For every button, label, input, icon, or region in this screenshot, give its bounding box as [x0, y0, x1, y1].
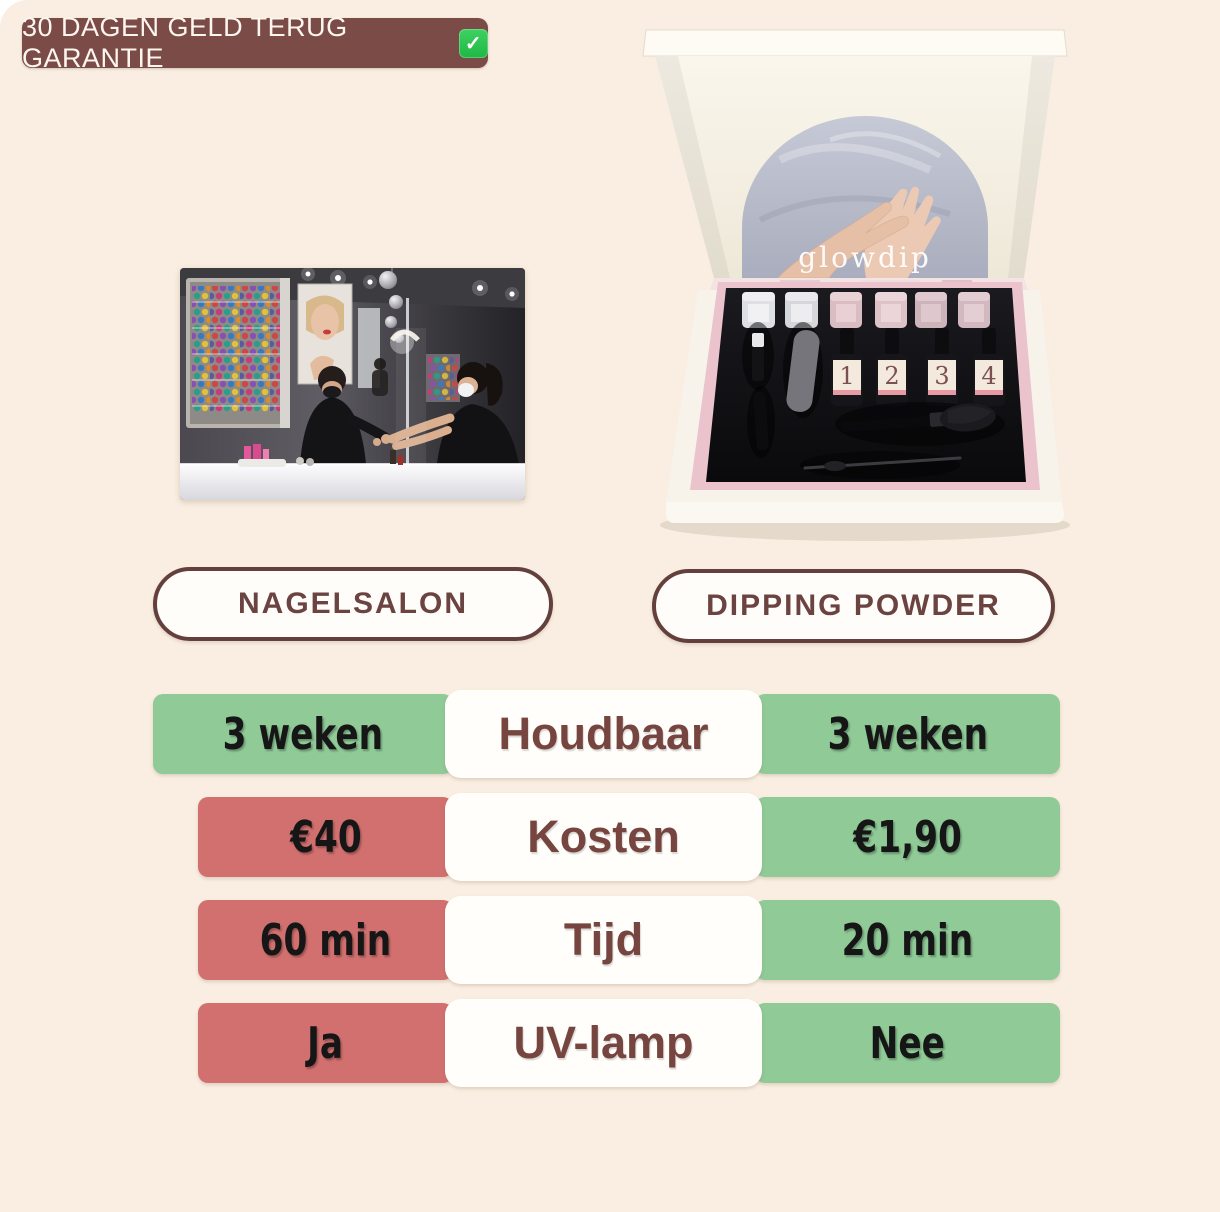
- bottle-2: 2: [876, 328, 908, 406]
- dipping-powder-pill: DIPPING POWDER: [652, 569, 1055, 643]
- hands-artwork: [777, 186, 941, 285]
- svg-text:2: 2: [884, 362, 899, 390]
- bottle-1: 1: [831, 328, 863, 406]
- bottle-3: 3: [926, 328, 958, 406]
- table-row-uvlamp-label: UV-lamp: [445, 999, 762, 1087]
- table-items: [238, 444, 403, 467]
- guarantee-badge: 30 DAGEN GELD TERUG GARANTIE ✓: [22, 12, 488, 73]
- dipping-powder-pill-label: DIPPING POWDER: [706, 589, 1001, 622]
- nail-technician: [300, 366, 391, 464]
- nagelsalon-pill-label: NAGELSALON: [238, 587, 468, 620]
- table-row-kosten-right: €1,90: [755, 797, 1060, 877]
- bottle-4: 4: [973, 328, 1005, 406]
- svg-text:3: 3: [934, 362, 949, 390]
- kit-tools: [742, 322, 1005, 479]
- table-row-tijd-right: 20 min: [755, 900, 1060, 980]
- guarantee-badge-label: 30 DAGEN GELD TERUG GARANTIE: [22, 12, 348, 73]
- svg-text:4: 4: [981, 362, 996, 390]
- client: [387, 362, 520, 472]
- background-person: [372, 358, 388, 396]
- table-row-tijd-left: 60 min: [198, 900, 453, 980]
- nagelsalon-photo: [180, 268, 525, 500]
- check-emoji-icon: ✓: [459, 28, 488, 58]
- salon-table: [180, 464, 525, 500]
- table-row-uvlamp-left: Ja: [198, 1003, 453, 1083]
- powder-jars: [742, 292, 990, 328]
- table-row-houdbaar-label: Houdbaar: [445, 690, 762, 778]
- ceiling-lights: [301, 268, 519, 301]
- polish-shelf: [186, 278, 290, 428]
- table-row-kosten-left: €40: [198, 797, 453, 877]
- table-row-kosten-label: Kosten: [445, 793, 762, 881]
- table-row-houdbaar-right: 3 weken: [755, 694, 1060, 774]
- table-row-houdbaar-left: 3 weken: [153, 694, 453, 774]
- svg-text:1: 1: [839, 362, 854, 390]
- makeup-brush: [840, 403, 996, 432]
- salon-poster: [297, 283, 353, 385]
- table-row-tijd-label: Tijd: [445, 896, 762, 984]
- box-lid: glowdip: [642, 29, 1068, 285]
- brand-logo-text: glowdip: [798, 241, 932, 274]
- table-row-uvlamp-right: Nee: [755, 1003, 1060, 1083]
- hanging-decor: [379, 268, 404, 343]
- nagelsalon-pill: NAGELSALON: [153, 567, 553, 641]
- kit-illustration: glowdip: [642, 29, 1070, 541]
- lamp-pole: [406, 298, 409, 478]
- dipping-powder-kit-photo: glowdip: [630, 20, 1080, 550]
- nagelsalon-illustration: [180, 268, 525, 500]
- numbered-bottles: 1 2 3 4: [831, 328, 1005, 406]
